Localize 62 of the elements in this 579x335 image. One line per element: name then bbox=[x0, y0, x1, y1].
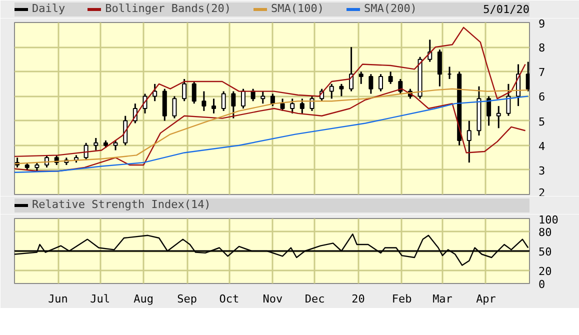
candlestick bbox=[496, 105, 501, 129]
legend-label: Bollinger Bands(20) bbox=[105, 2, 231, 15]
x-tick-label: Mar bbox=[432, 292, 453, 306]
y-tick-label: 3 bbox=[538, 164, 546, 178]
x-tick-label: Jul bbox=[90, 292, 110, 306]
candlestick bbox=[466, 120, 472, 164]
candlestick bbox=[240, 88, 246, 110]
y-tick-label: 8 bbox=[538, 42, 546, 55]
candlestick bbox=[378, 73, 384, 92]
candlestick bbox=[192, 80, 196, 104]
candlestick bbox=[300, 98, 304, 114]
y-tick-label: 80 bbox=[538, 226, 552, 239]
candlestick bbox=[113, 140, 118, 152]
candlestick bbox=[172, 95, 177, 120]
x-tick-label: Apr bbox=[476, 292, 496, 306]
x-tick-label: Oct bbox=[219, 292, 240, 306]
line-series bbox=[14, 234, 529, 266]
candlestick bbox=[182, 78, 187, 102]
x-tick-label: 20 bbox=[352, 292, 365, 306]
legend-label: Relative Strength Index(14) bbox=[32, 198, 211, 211]
candlestick bbox=[280, 98, 285, 112]
y-tick-label: 20 bbox=[538, 265, 552, 278]
x-tick-label: Nov bbox=[262, 292, 284, 306]
candlestick bbox=[231, 90, 236, 120]
candlestick bbox=[398, 78, 403, 95]
candlestick bbox=[329, 83, 334, 100]
x-tick-label: Jun bbox=[48, 292, 68, 306]
legend-label: SMA(100) bbox=[270, 2, 324, 15]
candlestick bbox=[506, 83, 511, 117]
x-tick-label: Dec bbox=[304, 292, 325, 306]
candlestick bbox=[260, 90, 266, 104]
y-tick-label: 9 bbox=[538, 18, 546, 30]
y-tick-label: 0 bbox=[538, 278, 546, 291]
candlestick bbox=[290, 98, 295, 114]
candlestick bbox=[212, 98, 216, 114]
text: 5/01/20 bbox=[483, 3, 530, 16]
candlestick bbox=[270, 93, 275, 107]
y-tick-label: 4 bbox=[538, 140, 546, 153]
candlestick bbox=[486, 95, 492, 126]
legend-label: SMA(200) bbox=[364, 2, 417, 15]
x-tick-label: Aug bbox=[134, 292, 154, 306]
candlestick bbox=[368, 73, 374, 95]
line-series bbox=[14, 26, 526, 158]
legend-label: Daily bbox=[32, 2, 66, 15]
candlestick bbox=[202, 90, 206, 112]
x-tick-label: Feb bbox=[392, 292, 412, 306]
y-tick-label: 100 bbox=[538, 214, 558, 226]
y-tick-label: 5 bbox=[538, 115, 546, 128]
x-tick-label: Sep bbox=[177, 292, 198, 306]
candlestick bbox=[437, 48, 442, 88]
candlestick bbox=[310, 95, 314, 112]
candlestick bbox=[388, 70, 393, 85]
candlestick bbox=[526, 61, 530, 92]
candlestick bbox=[349, 46, 354, 92]
candlestick bbox=[358, 70, 364, 85]
y-tick-label: 50 bbox=[538, 246, 552, 258]
y-tick-label: 7 bbox=[538, 66, 546, 80]
candlestick bbox=[123, 115, 128, 146]
candlestick bbox=[339, 83, 344, 97]
candlestick bbox=[221, 90, 226, 112]
candlestick bbox=[94, 137, 98, 152]
y-tick-label: 6 bbox=[538, 90, 546, 104]
